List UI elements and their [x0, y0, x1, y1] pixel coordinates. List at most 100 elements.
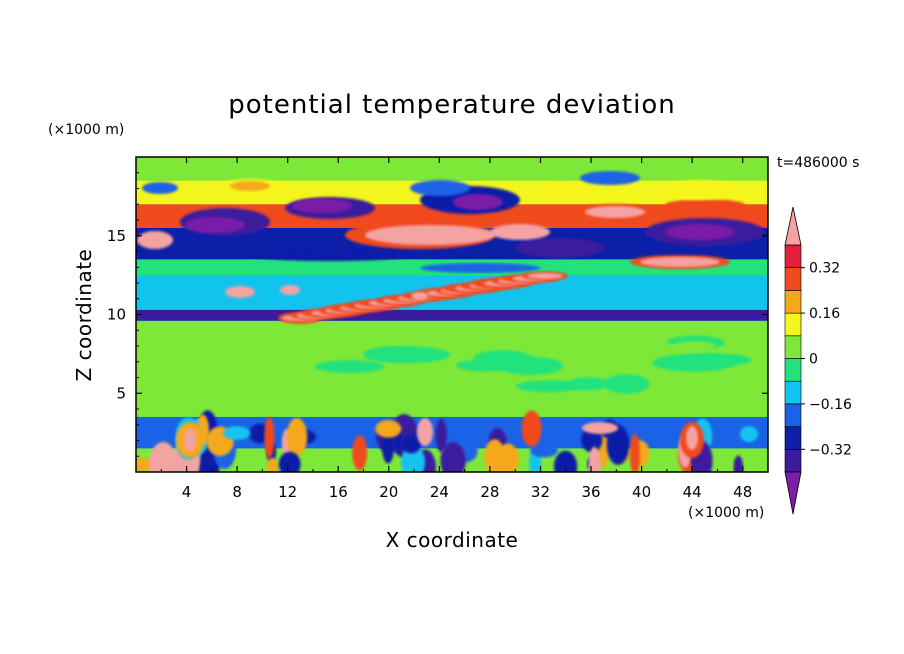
contour-patch [604, 373, 650, 394]
contour-patch [490, 224, 550, 240]
contour-patch [420, 263, 540, 273]
contour-patch [472, 328, 540, 337]
x-tick-label: 36 [581, 483, 600, 501]
y-axis-label: Z coordinate [72, 249, 96, 382]
plot-area [136, 157, 768, 472]
contour-patch [314, 360, 385, 373]
x-tick-label: 8 [232, 483, 242, 501]
contour-patch [733, 455, 744, 472]
contour-patch [515, 238, 605, 258]
contour-patch [139, 330, 173, 339]
contour-patch [410, 180, 470, 196]
contour-patch [580, 171, 640, 185]
x-tick-label: 20 [379, 483, 398, 501]
contour-patch [401, 434, 422, 454]
x-axis: 4 8 12 16 20 24 28 32 36 40 44 48 [160, 157, 752, 501]
contour-patch [527, 273, 563, 279]
colorbar-segment [784, 335, 802, 359]
x-tick-label: 16 [329, 483, 348, 501]
colorbar-segment [784, 290, 802, 314]
contour-patch [674, 341, 716, 350]
contour-patch [278, 451, 301, 472]
x-tick-label: 40 [632, 483, 651, 501]
contour-patch [266, 458, 279, 472]
contour-patch [142, 182, 178, 194]
colorbar-extend-max [784, 206, 802, 246]
contour-patch [665, 224, 735, 240]
contour-patch [137, 231, 173, 249]
y-tick-label: 10 [107, 306, 126, 324]
contour-patch [496, 443, 519, 472]
contour-patch [739, 426, 759, 443]
contour-blobs [136, 171, 765, 472]
y-axis: 5 10 15 [107, 172, 768, 457]
colorbar-segment [784, 448, 802, 473]
contour-patch [440, 442, 466, 472]
contour-patch [184, 428, 196, 452]
contour-patch [286, 417, 308, 456]
contour-patch [640, 257, 720, 267]
chart-title: potential temperature deviation [228, 90, 675, 120]
x-tick-label: 48 [733, 483, 752, 501]
contour-patch [453, 194, 503, 210]
contour-patch [185, 217, 245, 233]
contour-patch [178, 334, 215, 343]
contour-patch [149, 442, 178, 472]
contour-patch [364, 346, 423, 362]
y-tick-label: 15 [107, 227, 126, 245]
contour-patch [535, 182, 585, 198]
contour-patch [412, 292, 428, 300]
contour-patch [530, 443, 559, 458]
contour-patch [223, 426, 251, 440]
y-unit-label: (×1000 m) [48, 122, 124, 138]
x-tick-label: 28 [480, 483, 499, 501]
contour-patch [473, 350, 531, 365]
colorbar-label: −0.32 [809, 442, 852, 458]
contour-patch [553, 450, 578, 472]
x-tick-label: 24 [430, 483, 449, 501]
contour-patch [292, 199, 352, 213]
colorbar-label: 0.16 [809, 306, 840, 322]
x-tick-label: 12 [278, 483, 297, 501]
contour-patch [686, 426, 698, 450]
contour-band [136, 377, 768, 417]
contour-patch [280, 285, 300, 295]
contour-patch [665, 199, 745, 211]
colorbar-segment [784, 312, 802, 337]
contour-patch [585, 206, 645, 218]
contour-patch [676, 353, 752, 367]
contour-patch [225, 286, 255, 298]
contour-patch [435, 418, 447, 453]
colorbar: 0.32 0.16 0 −0.16 −0.32 [784, 206, 852, 515]
colorbar-label: 0 [809, 352, 818, 368]
colorbar-label: 0.32 [809, 261, 840, 277]
x-tick-label: 44 [683, 483, 702, 501]
x-tick-label: 32 [531, 483, 550, 501]
contour-patch [588, 446, 601, 472]
colorbar-label: −0.16 [809, 397, 852, 413]
colorbar-segment [784, 380, 802, 405]
time-label: t=486000 s [777, 155, 859, 171]
colorbar-segment [784, 244, 802, 269]
colorbar-segment [784, 403, 802, 427]
contour-patch [264, 416, 275, 459]
colorbar-extend-min [784, 471, 802, 515]
contour-band [136, 157, 768, 181]
contour-patch [582, 422, 618, 434]
y-tick-label: 5 [116, 384, 126, 402]
contour-patch [250, 249, 410, 261]
contour-patch [417, 418, 433, 446]
x-axis-label: X coordinate [386, 528, 519, 552]
contour-patch [629, 433, 641, 472]
contour-patch [177, 345, 217, 354]
contour-patch [230, 181, 270, 191]
x-unit-label: (×1000 m) [688, 505, 764, 521]
contour-patch [352, 435, 367, 471]
x-tick-label: 4 [182, 483, 192, 501]
contour-patch [660, 180, 740, 200]
contour-patch [521, 410, 542, 447]
colorbar-segment [784, 267, 802, 291]
contour-patch [375, 420, 402, 438]
contour-patch [136, 338, 171, 347]
